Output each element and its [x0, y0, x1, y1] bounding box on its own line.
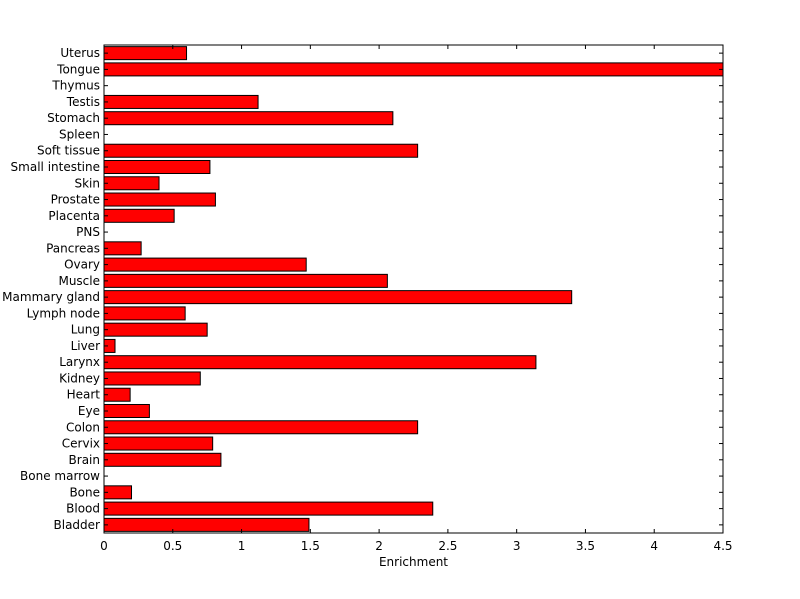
x-tick-label: 3	[513, 539, 521, 553]
y-tick-label: Small intestine	[11, 160, 100, 174]
bar-pancreas	[103, 241, 142, 256]
bar-kidney	[103, 371, 201, 386]
axes-frame	[103, 44, 724, 534]
x-tick-label: 0	[100, 539, 108, 553]
x-tick-label: 3.5	[576, 539, 595, 553]
bar-lung	[103, 322, 208, 337]
bar-eye	[103, 403, 150, 419]
y-tick-label: Muscle	[58, 274, 100, 288]
x-tick-label: 4	[650, 539, 658, 553]
y-tick-label: Bladder	[54, 518, 101, 532]
x-ticks-group: 0 0.5 1 1.5 2 2.5 3 3.5 4 4.5	[100, 45, 733, 553]
y-tick-label: Kidney	[59, 371, 100, 385]
y-tick-label: Thymus	[51, 79, 100, 93]
bar-muscle	[103, 273, 388, 288]
bars-group	[103, 46, 724, 532]
y-tick-label: Brain	[69, 453, 100, 467]
y-tick-label: Ovary	[64, 258, 100, 272]
bar-bladder	[103, 517, 310, 532]
y-ticks-group: Uterus Tongue Thymus Testis Stomach Spleen Sof…	[2, 46, 723, 532]
y-tick-label: Cervix	[62, 437, 100, 451]
bar-testis	[103, 94, 259, 109]
y-tick-label: Lung	[71, 323, 100, 337]
bar-small-intestine	[103, 159, 211, 175]
bar-soft-tissue	[103, 143, 419, 158]
x-tick-label: 1	[238, 539, 246, 553]
bar-blood	[103, 501, 434, 516]
x-tick-label: 4.5	[713, 539, 732, 553]
y-tick-label: Prostate	[51, 193, 100, 207]
x-tick-label: 2.5	[438, 539, 457, 553]
bar-brain	[103, 452, 222, 467]
x-tick-label: 2	[375, 539, 383, 553]
x-tick-label: 0.5	[163, 539, 182, 553]
bar-ovary	[103, 257, 307, 272]
bar-mammary-gland	[103, 290, 573, 305]
bar-tongue	[103, 62, 724, 77]
y-tick-label: Eye	[78, 404, 100, 418]
bar-placenta	[103, 208, 175, 223]
y-tick-label: Larynx	[59, 355, 100, 369]
y-tick-label: Placenta	[48, 209, 100, 223]
y-tick-label: PNS	[76, 225, 100, 239]
bar-larynx	[103, 355, 537, 370]
y-tick-label: Spleen	[59, 127, 100, 141]
y-tick-label: Lymph node	[27, 306, 100, 320]
y-tick-label: Bone marrow	[20, 469, 100, 483]
y-tick-label: Testis	[66, 95, 100, 109]
y-tick-label: Colon	[66, 420, 100, 434]
bar-cervix	[103, 436, 214, 451]
bar-colon	[103, 420, 419, 435]
bar-skin	[103, 176, 160, 191]
x-axis-label: Enrichment	[379, 555, 448, 569]
y-tick-label: Bone	[69, 485, 100, 499]
bar-stomach	[103, 111, 394, 126]
y-tick-label: Stomach	[47, 111, 100, 125]
bar-lymph-node	[103, 306, 186, 321]
y-tick-label: Tongue	[56, 62, 100, 76]
y-tick-label: Soft tissue	[37, 144, 100, 158]
bar-uterus	[103, 46, 188, 61]
y-tick-label: Blood	[66, 502, 100, 516]
bar-bone	[103, 485, 133, 500]
y-tick-label: Heart	[67, 388, 101, 402]
y-tick-label: Liver	[71, 339, 101, 353]
y-tick-label: Pancreas	[46, 241, 100, 255]
y-tick-label: Skin	[74, 176, 100, 190]
bar-prostate	[103, 192, 216, 207]
y-tick-label: Mammary gland	[2, 290, 100, 304]
y-tick-label: Uterus	[60, 46, 100, 60]
x-tick-label: 1.5	[301, 539, 320, 553]
